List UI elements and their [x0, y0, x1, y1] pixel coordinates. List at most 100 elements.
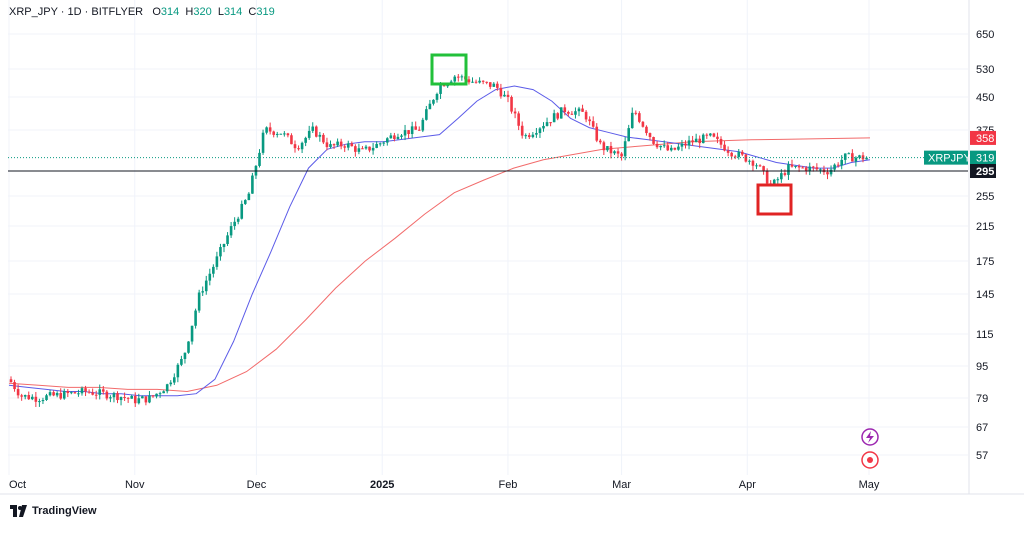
candle-body — [169, 382, 173, 385]
brand-name: TradingView — [32, 505, 97, 517]
candle-body — [190, 325, 194, 342]
symbol-price-tag — [924, 150, 968, 165]
candle-body — [829, 169, 833, 175]
candle-body — [62, 391, 66, 399]
candle-body — [350, 143, 354, 147]
candle-body — [584, 111, 588, 120]
candle-body — [666, 145, 670, 151]
lightning-icon[interactable] — [861, 428, 879, 446]
candle-body — [460, 76, 464, 78]
header-sep: · — [84, 6, 92, 18]
candle-body — [737, 151, 741, 157]
candle-body — [27, 394, 31, 400]
candle-body — [698, 138, 701, 144]
candle-body — [677, 146, 680, 150]
symbol-name[interactable]: XRP_JPY — [9, 6, 58, 18]
header-sep: · — [60, 6, 68, 18]
candle-body — [368, 146, 371, 151]
candle-body — [91, 392, 94, 395]
last-price-tag — [970, 150, 996, 165]
candle-body — [606, 146, 609, 151]
candle-body — [247, 193, 251, 201]
candle-body — [155, 393, 158, 397]
x-tick-label: 2025 — [370, 479, 394, 491]
candle-body — [59, 392, 62, 399]
candle-body — [229, 226, 233, 236]
candle-body — [66, 391, 70, 394]
candle-body — [112, 393, 116, 398]
candle-body — [215, 256, 219, 267]
candle-body — [524, 135, 528, 137]
candle-body — [780, 173, 783, 180]
y-tick-label: 95 — [976, 361, 988, 373]
candle-body — [20, 395, 23, 397]
candle-body — [109, 397, 112, 399]
candle-body — [652, 137, 655, 144]
candle-body — [701, 134, 705, 144]
candle-body — [506, 94, 510, 97]
candle-body — [194, 310, 197, 326]
x-tick-label: Oct — [9, 479, 26, 491]
candle-body — [84, 388, 87, 392]
candle-body — [545, 122, 549, 126]
candle-body — [858, 155, 861, 158]
candle-body — [535, 133, 538, 135]
candle-body — [165, 384, 169, 392]
candle-body — [318, 134, 322, 137]
candle-body — [613, 151, 616, 154]
candle-body — [510, 96, 513, 112]
candle-body — [694, 138, 698, 143]
candle-body — [361, 148, 364, 150]
candle-body — [102, 389, 105, 392]
ohlc-high: H320 — [185, 6, 212, 18]
ohlc-open: O314 — [152, 6, 180, 18]
candle-body — [393, 135, 396, 139]
candle-body — [670, 147, 673, 151]
candle-body — [531, 134, 535, 138]
candle-body — [797, 165, 801, 168]
candle-body — [144, 396, 148, 403]
ma-slow-line — [8, 137, 871, 393]
candle-body — [755, 165, 758, 167]
candle-body — [481, 80, 485, 82]
candle-body — [389, 135, 393, 139]
candle-body — [290, 135, 293, 145]
candle-body — [31, 396, 34, 400]
candle-body — [233, 221, 236, 227]
candle-body — [638, 113, 641, 122]
x-tick-label: Apr — [739, 479, 756, 491]
candle-body — [357, 148, 361, 152]
annotation-low-box — [756, 183, 793, 216]
candle-body — [322, 134, 325, 143]
candle-body — [623, 141, 627, 157]
candle-body — [116, 393, 119, 401]
candle-body — [627, 128, 630, 142]
candle-body — [552, 113, 556, 123]
candle-body — [488, 82, 492, 87]
candle-body — [556, 113, 559, 119]
candle-body — [620, 153, 623, 157]
candle-body — [297, 148, 300, 150]
tradingview-brand[interactable]: TradingView — [10, 505, 97, 517]
record-icon[interactable] — [861, 451, 879, 469]
candle-body — [148, 395, 151, 403]
candle-body — [542, 125, 545, 129]
candle-body — [492, 83, 496, 87]
candle-body — [336, 141, 339, 146]
line-price-text: 295 — [976, 166, 994, 178]
ma-slow-price-tag — [970, 130, 996, 145]
candle-body — [595, 126, 599, 141]
candle-body — [563, 107, 567, 112]
y-tick-label: 175 — [976, 256, 994, 268]
candle-body — [304, 137, 307, 143]
record-icon-dot — [867, 457, 873, 463]
interval-label[interactable]: 1D — [67, 6, 82, 18]
candle-body — [485, 81, 488, 83]
candle-body — [684, 143, 687, 146]
candle-body — [187, 341, 190, 353]
candle-body — [105, 391, 109, 399]
candle-body — [428, 103, 432, 110]
candle-body — [836, 164, 840, 166]
